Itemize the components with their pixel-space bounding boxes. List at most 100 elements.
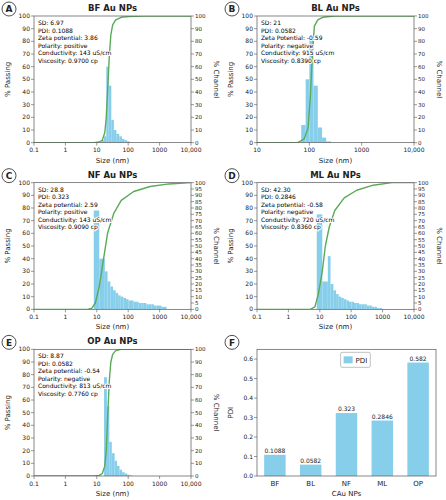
y-tick-label: 90 [22,191,30,198]
y-tick [254,208,257,209]
annotation: SD: 21 [261,19,281,26]
y-tick-label: 60 [22,396,30,403]
histogram-bar [119,136,122,142]
y-tick-label: 50 [245,242,253,249]
axes-frame [34,183,191,310]
x-tick-label: 0.1 [29,480,39,487]
x-tick-label: 100 [122,480,134,487]
y2-tick-label: 10 [418,294,425,300]
histogram-bar [364,304,367,309]
y-axis-label: % Passing [4,228,12,263]
panel-label-circle [2,335,16,349]
y2-tick [191,189,194,190]
histogram-bar [336,294,339,309]
y2-tick-label: 80 [195,38,202,44]
y2-tick [414,104,417,105]
y-tick [31,104,34,105]
y2-tick [191,374,194,375]
y2-tick [191,130,194,131]
title: BF Au NPs [88,3,137,13]
title: BL Au NPs [311,3,360,13]
y-tick [254,41,257,42]
y2-tick-label: 10 [195,294,202,300]
y-tick-label: 50 [245,75,253,82]
y-tick-label: 80 [22,204,30,211]
y-tick-label: 100 [19,12,31,19]
y-tick-label: 100 [242,12,254,19]
cumulative-line [34,16,191,143]
y-tick-label: 0.2 [243,433,253,440]
y2-tick-label: 100 [195,13,206,19]
legend-label: PDI [356,357,368,365]
axes: 0102030405060708090100051015202530354045… [19,179,206,320]
y-tick [254,195,257,196]
y2-axis-label: % Channel [212,394,220,432]
y2-tick-label: 75 [195,211,202,217]
plot-area [34,349,191,476]
y-tick [31,79,34,80]
y-tick-label: 30 [22,434,30,441]
histogram-bar [322,281,328,309]
y2-tick [191,400,194,401]
y2-tick [191,214,194,215]
histogram-bar [117,466,120,476]
y-tick-label: 0 [249,139,253,146]
y2-tick-label: 70 [418,218,425,224]
histogram-bar [146,304,149,309]
histogram-bar [341,298,344,309]
axes: 0102030405060708090100010203040506070809… [19,345,206,486]
title: NF Au NPs [88,170,138,180]
y2-tick-label: 0 [195,140,199,146]
y-tick [254,309,257,310]
marks [34,16,191,143]
y2-tick [191,252,194,253]
annotation: PDI: 0.0582 [261,27,296,34]
y2-tick-label: 30 [195,102,202,108]
panel-label: C [6,171,13,181]
y-tick [31,258,34,259]
y2-tick-label: 75 [418,211,425,217]
histogram-bar [154,306,157,310]
y-tick-label: 0 [249,305,253,312]
y-tick [31,208,34,209]
histogram-bar [114,130,116,143]
x-tick-label: 10,000 [181,480,202,487]
y-tick-label: 30 [245,101,253,108]
histogram-bar [357,303,360,309]
histogram-bar [328,256,331,309]
y2-tick [414,227,417,228]
panel: 0102030405060708090100051015202530354045… [225,169,443,332]
histogram-bar [111,120,114,143]
y2-tick-label: 90 [418,192,425,198]
y2-tick-label: 30 [418,268,425,274]
y-tick [31,400,34,401]
y2-tick [191,463,194,464]
annotation: Zeta Potential: -0.59 [261,34,323,41]
y-tick-label: 40 [22,421,30,428]
y2-tick [191,195,194,196]
y2-tick [414,233,417,234]
y-tick [254,296,257,297]
y2-tick-label: 5 [195,300,199,306]
panel: 0.10880.05820.3230.28460.5820.00.10.20.3… [225,335,436,498]
plot-area [257,349,436,476]
x-tick-label: OP [413,480,423,488]
chart-container: 0102030405060708090100010203040506070809… [0,0,446,500]
x-axis-label: Size (nm) [96,490,130,498]
y2-tick [191,412,194,413]
histogram-bar [128,300,131,309]
annotation: PDI: 0.323 [38,193,69,200]
y-tick [31,233,34,234]
plot-area [257,183,414,310]
y-tick-label: 10 [22,293,30,300]
y-tick [31,271,34,272]
y-tick [254,104,257,105]
y-tick [31,220,34,221]
y-tick [31,195,34,196]
y2-tick-label: 20 [195,114,202,120]
y2-tick-label: 50 [195,243,202,249]
histogram-bar [164,307,167,310]
histogram-bar [354,303,357,309]
x-tick-label: 1 [63,313,67,320]
data-label: 0.582 [410,355,427,362]
